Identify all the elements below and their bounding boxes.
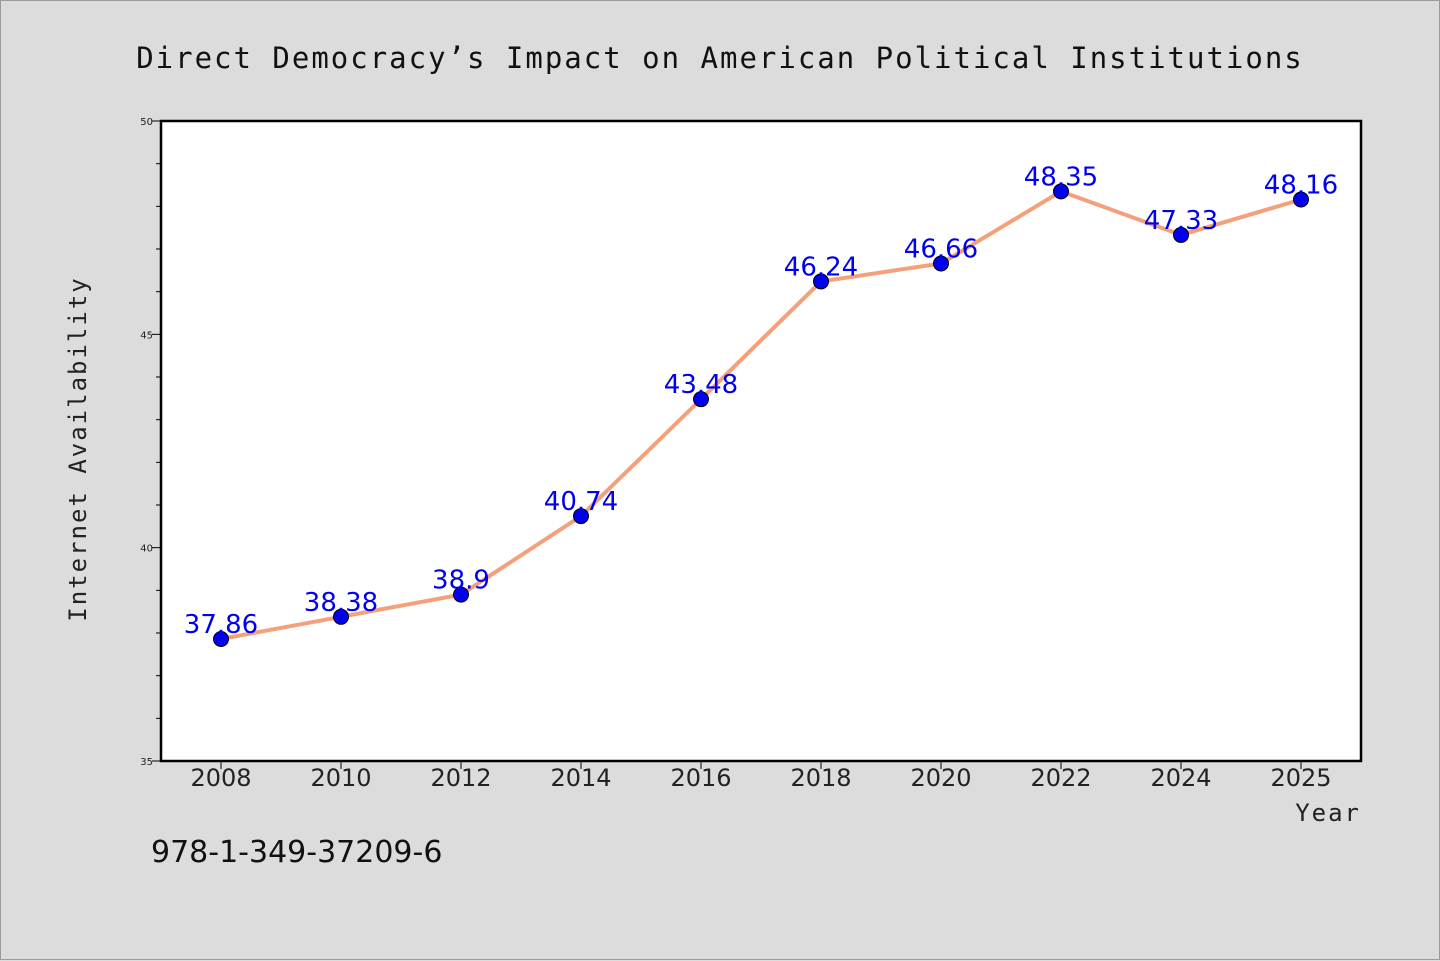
- x-tick-label: 2014: [550, 764, 611, 792]
- data-label: 46.66: [904, 235, 978, 265]
- x-axis-label: Year: [1295, 799, 1361, 827]
- data-label: 47.33: [1144, 206, 1218, 236]
- series-group: [213, 183, 1309, 647]
- data-label: 38.38: [304, 588, 378, 618]
- y-axis-label: Internet Availability: [64, 276, 92, 621]
- x-axis: 2008 2010 2012 2014 2016 2018 2020 2022 2024 2025: [190, 761, 1332, 792]
- data-label: 48.35: [1024, 162, 1098, 192]
- x-tick-label: 2020: [910, 764, 971, 792]
- y-tick-label: 50: [140, 117, 153, 128]
- x-tick-label: 2025: [1270, 764, 1331, 792]
- data-point: [1173, 226, 1189, 243]
- x-tick-label: 2024: [1150, 764, 1211, 792]
- data-point: [573, 508, 589, 525]
- series-line: [219, 189, 1303, 641]
- data-label: 37.86: [184, 610, 258, 640]
- data-point: [933, 255, 949, 272]
- data-labels: 37.86 38.38 38.9 40.74 43.48 46.24 46.66 48.35 4…: [184, 162, 1338, 640]
- data-point: [693, 391, 709, 408]
- data-label: 43.48: [664, 370, 738, 400]
- y-tick-label: 35: [140, 757, 153, 768]
- x-tick-label: 2010: [310, 764, 371, 792]
- x-tick-label: 2016: [670, 764, 731, 792]
- chart-title: Direct Democracy’s Impact on American Po…: [136, 41, 1304, 75]
- data-point: [813, 273, 829, 290]
- footer-code: 978-1-349-37209-6: [151, 835, 443, 870]
- x-tick-label: 2022: [1030, 764, 1091, 792]
- x-tick-label: 2012: [430, 764, 491, 792]
- y-tick-label: 40: [140, 544, 153, 555]
- data-label: 40.74: [544, 487, 618, 517]
- data-point: [333, 608, 349, 625]
- x-tick-label: 2008: [190, 764, 251, 792]
- data-point: [1293, 191, 1309, 208]
- x-tick-label: 2018: [790, 764, 851, 792]
- data-point: [453, 586, 469, 603]
- data-label: 46.24: [784, 252, 858, 282]
- data-label: 48.16: [1264, 171, 1338, 201]
- y-tick-label: 45: [140, 330, 153, 341]
- y-axis: 35 40 45 50: [140, 117, 161, 768]
- data-point: [1053, 183, 1069, 200]
- data-label: 38.9: [432, 566, 490, 596]
- data-point: [213, 630, 229, 647]
